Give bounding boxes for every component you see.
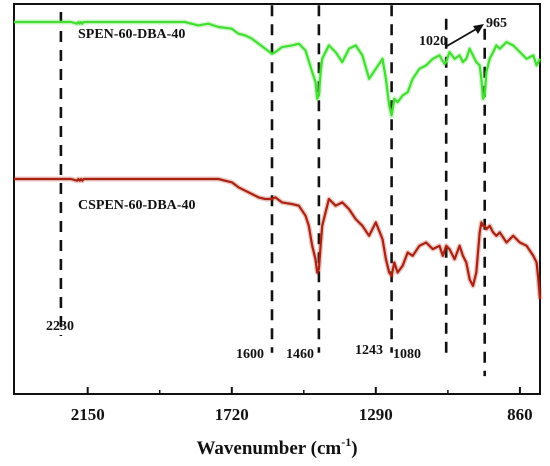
peak-label-1020: 1020 <box>419 34 447 49</box>
x-axis-title: Wavenumber (cm-1) <box>196 435 357 459</box>
x-axis-ticks: 2150 1720 1290 860 <box>71 387 533 424</box>
peak-label-2230: 2230 <box>46 319 74 334</box>
series-layer <box>14 19 543 300</box>
peak-label-1080: 1080 <box>393 347 421 362</box>
peak-label-965: 965 <box>486 16 507 31</box>
peak-lines <box>59 5 487 377</box>
plot-frame <box>13 3 541 395</box>
series-label-spen: SPEN-60-DBA-40 <box>78 27 185 42</box>
x-tick-label-2150: 2150 <box>71 405 105 424</box>
arrow-965-head <box>473 24 484 34</box>
x-axis-title-end: ) <box>351 438 357 459</box>
x-tick-label-860: 860 <box>507 405 533 424</box>
x-tick-label-1720: 1720 <box>215 405 249 424</box>
peak-label-1243: 1243 <box>355 343 383 358</box>
series-label-cspen: CSPEN-60-DBA-40 <box>78 198 195 213</box>
x-tick-label-1290: 1290 <box>359 405 393 424</box>
arrow-965-shaft <box>446 27 479 47</box>
x-axis-title-main: Wavenumber (cm <box>196 438 341 459</box>
peak-label-1460: 1460 <box>286 347 314 362</box>
series-line-0 <box>14 20 541 117</box>
peak-label-1600: 1600 <box>236 347 264 362</box>
series-line-1 <box>14 177 542 300</box>
x-axis-title-sup: -1 <box>341 435 351 449</box>
